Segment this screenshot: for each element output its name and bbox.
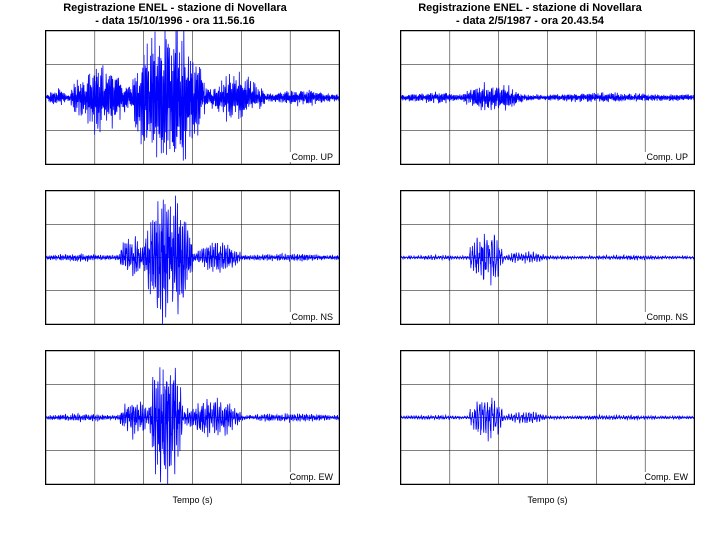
plot-right-ew: -200-1000100200024681012Comp. EW [400,350,695,485]
panel-left-up: Accelerazione (cm/s2) -100-5005010002468… [45,30,340,185]
component-label: Comp. EW [287,472,335,482]
panel-left-ns: Accelerazione (cm/s2) -200-1000100200024… [45,190,340,345]
panel-right-ns: Accelerazione (cm/s2) -200-1000100200024… [400,190,695,345]
title-right-line2: - data 2/5/1987 - ora 20.43.54 [456,15,604,27]
component-label: Comp. NS [644,312,690,322]
panel-right-up: Accelerazione (cm/s2) -100-5005010002468… [400,30,695,185]
title-left-line2: - data 15/10/1996 - ora 11.56.16 [95,15,255,27]
component-label: Comp. EW [642,472,690,482]
panel-right-ew: Accelerazione (cm/s2) -200-1000100200024… [400,350,695,505]
title-left: Registrazione ENEL - stazione di Novella… [0,0,350,30]
component-label: Comp. NS [289,312,335,322]
figure-root: Registrazione ENEL - stazione di Novella… [0,0,710,535]
plot-left-ew: -200-1000100200024681012Comp. EW [45,350,340,485]
plot-left-up: -100-50050100024681012Comp. UP [45,30,340,165]
column-right: Registrazione ENEL - stazione di Novella… [355,0,705,510]
title-right-line1: Registrazione ENEL - stazione di Novella… [418,2,642,14]
plot-right-up: -100-50050100024681012Comp. UP [400,30,695,165]
xlabel-right: Tempo (s) [527,495,567,505]
panel-left-ew: Accelerazione (cm/s2) -200-1000100200024… [45,350,340,505]
title-left-line1: Registrazione ENEL - stazione di Novella… [63,2,287,14]
title-right: Registrazione ENEL - stazione di Novella… [355,0,705,30]
plot-right-ns: -200-1000100200024681012Comp. NS [400,190,695,325]
column-left: Registrazione ENEL - stazione di Novella… [0,0,350,510]
component-label: Comp. UP [289,152,335,162]
component-label: Comp. UP [644,152,690,162]
xlabel-left: Tempo (s) [172,495,212,505]
plot-left-ns: -200-1000100200024681012Comp. NS [45,190,340,325]
